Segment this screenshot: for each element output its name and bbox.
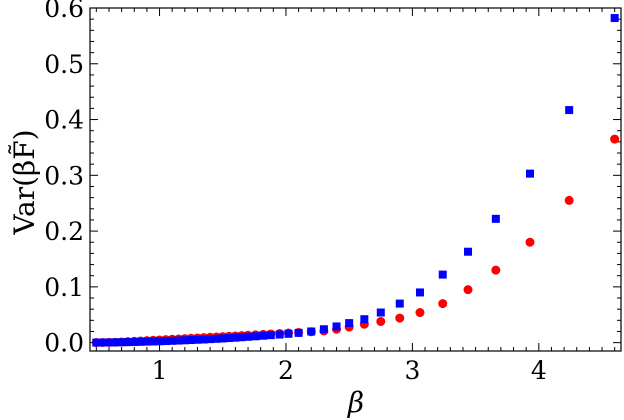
- blue-square-point: [206, 335, 215, 344]
- blue-square-point: [161, 337, 170, 346]
- red-circle-point: [525, 237, 535, 247]
- x-tick-label: 4: [531, 356, 547, 385]
- blue-square-point: [376, 308, 385, 317]
- blue-square-point: [345, 319, 354, 328]
- blue-square-point: [130, 337, 139, 346]
- blue-square-point: [225, 334, 234, 343]
- red-circle-point: [610, 134, 620, 144]
- blue-square-point: [136, 337, 145, 346]
- blue-square-point: [565, 106, 574, 115]
- blue-square-point: [610, 14, 619, 23]
- y-tick-label: 0.4: [44, 106, 84, 135]
- red-circle-point: [564, 195, 574, 205]
- y-tick-label: 0.0: [44, 329, 84, 358]
- blue-square-point: [284, 329, 293, 338]
- blue-square-point: [395, 299, 404, 308]
- blue-square-point: [92, 338, 101, 347]
- blue-square-point: [525, 169, 534, 178]
- x-axis-label: β: [347, 386, 364, 419]
- blue-square-point: [259, 331, 268, 340]
- red-circle-point: [491, 265, 501, 275]
- blue-square-point: [294, 328, 303, 337]
- axis-tick-labels: 1 2 3 4 0.0 0.1 0.2 0.3 0.4 0.5 0.6: [44, 0, 547, 385]
- blue-square-point: [111, 338, 120, 347]
- blue-square-point: [168, 336, 177, 345]
- y-tick-label: 0.6: [44, 0, 84, 23]
- y-tick-label: 0.1: [44, 273, 84, 302]
- blue-square-point: [193, 335, 202, 344]
- blue-square-point: [251, 332, 260, 341]
- y-tick-label: 0.2: [44, 217, 84, 246]
- red-circle-point: [438, 299, 448, 309]
- blue-square-point: [199, 335, 208, 344]
- red-circle-point: [376, 316, 386, 326]
- blue-square-point: [212, 334, 221, 343]
- plot-frame: [89, 7, 622, 352]
- x-tick-label: 1: [152, 356, 168, 385]
- blue-square-point: [275, 330, 284, 339]
- blue-square-point: [307, 327, 316, 336]
- blue-square-point: [360, 315, 369, 324]
- blue-square-point: [464, 247, 473, 256]
- blue-square-point: [149, 337, 158, 346]
- blue-square-point: [117, 338, 126, 347]
- blue-square-point: [237, 333, 246, 342]
- y-axis-label: Var(βF̃): [8, 129, 41, 235]
- blue-square-point: [438, 270, 447, 279]
- blue-square-point: [319, 325, 328, 334]
- blue-square-point: [332, 322, 341, 331]
- blue-square-point: [491, 214, 500, 223]
- blue-square-point: [180, 336, 189, 345]
- blue-square-point: [142, 337, 151, 346]
- blue-square-point: [415, 288, 424, 297]
- blue-square-point: [266, 331, 275, 340]
- blue-square-point: [231, 333, 240, 342]
- data-points: [91, 14, 620, 348]
- red-circle-point: [463, 285, 473, 295]
- red-circle-point: [415, 308, 425, 318]
- x-tick-label: 2: [278, 356, 294, 385]
- blue-square-point: [218, 334, 227, 343]
- x-tick-label: 3: [404, 356, 420, 385]
- blue-square-point: [155, 337, 164, 346]
- blue-square-point: [187, 336, 196, 345]
- blue-square-point: [244, 332, 253, 341]
- blue-square-point: [104, 338, 113, 347]
- red-circle-point: [395, 313, 405, 323]
- y-tick-label: 0.5: [44, 50, 84, 79]
- blue-square-point: [98, 338, 107, 347]
- blue-square-point: [174, 336, 183, 345]
- axis-ticks: [90, 7, 621, 351]
- blue-square-point: [123, 338, 132, 347]
- y-tick-label: 0.3: [44, 161, 84, 190]
